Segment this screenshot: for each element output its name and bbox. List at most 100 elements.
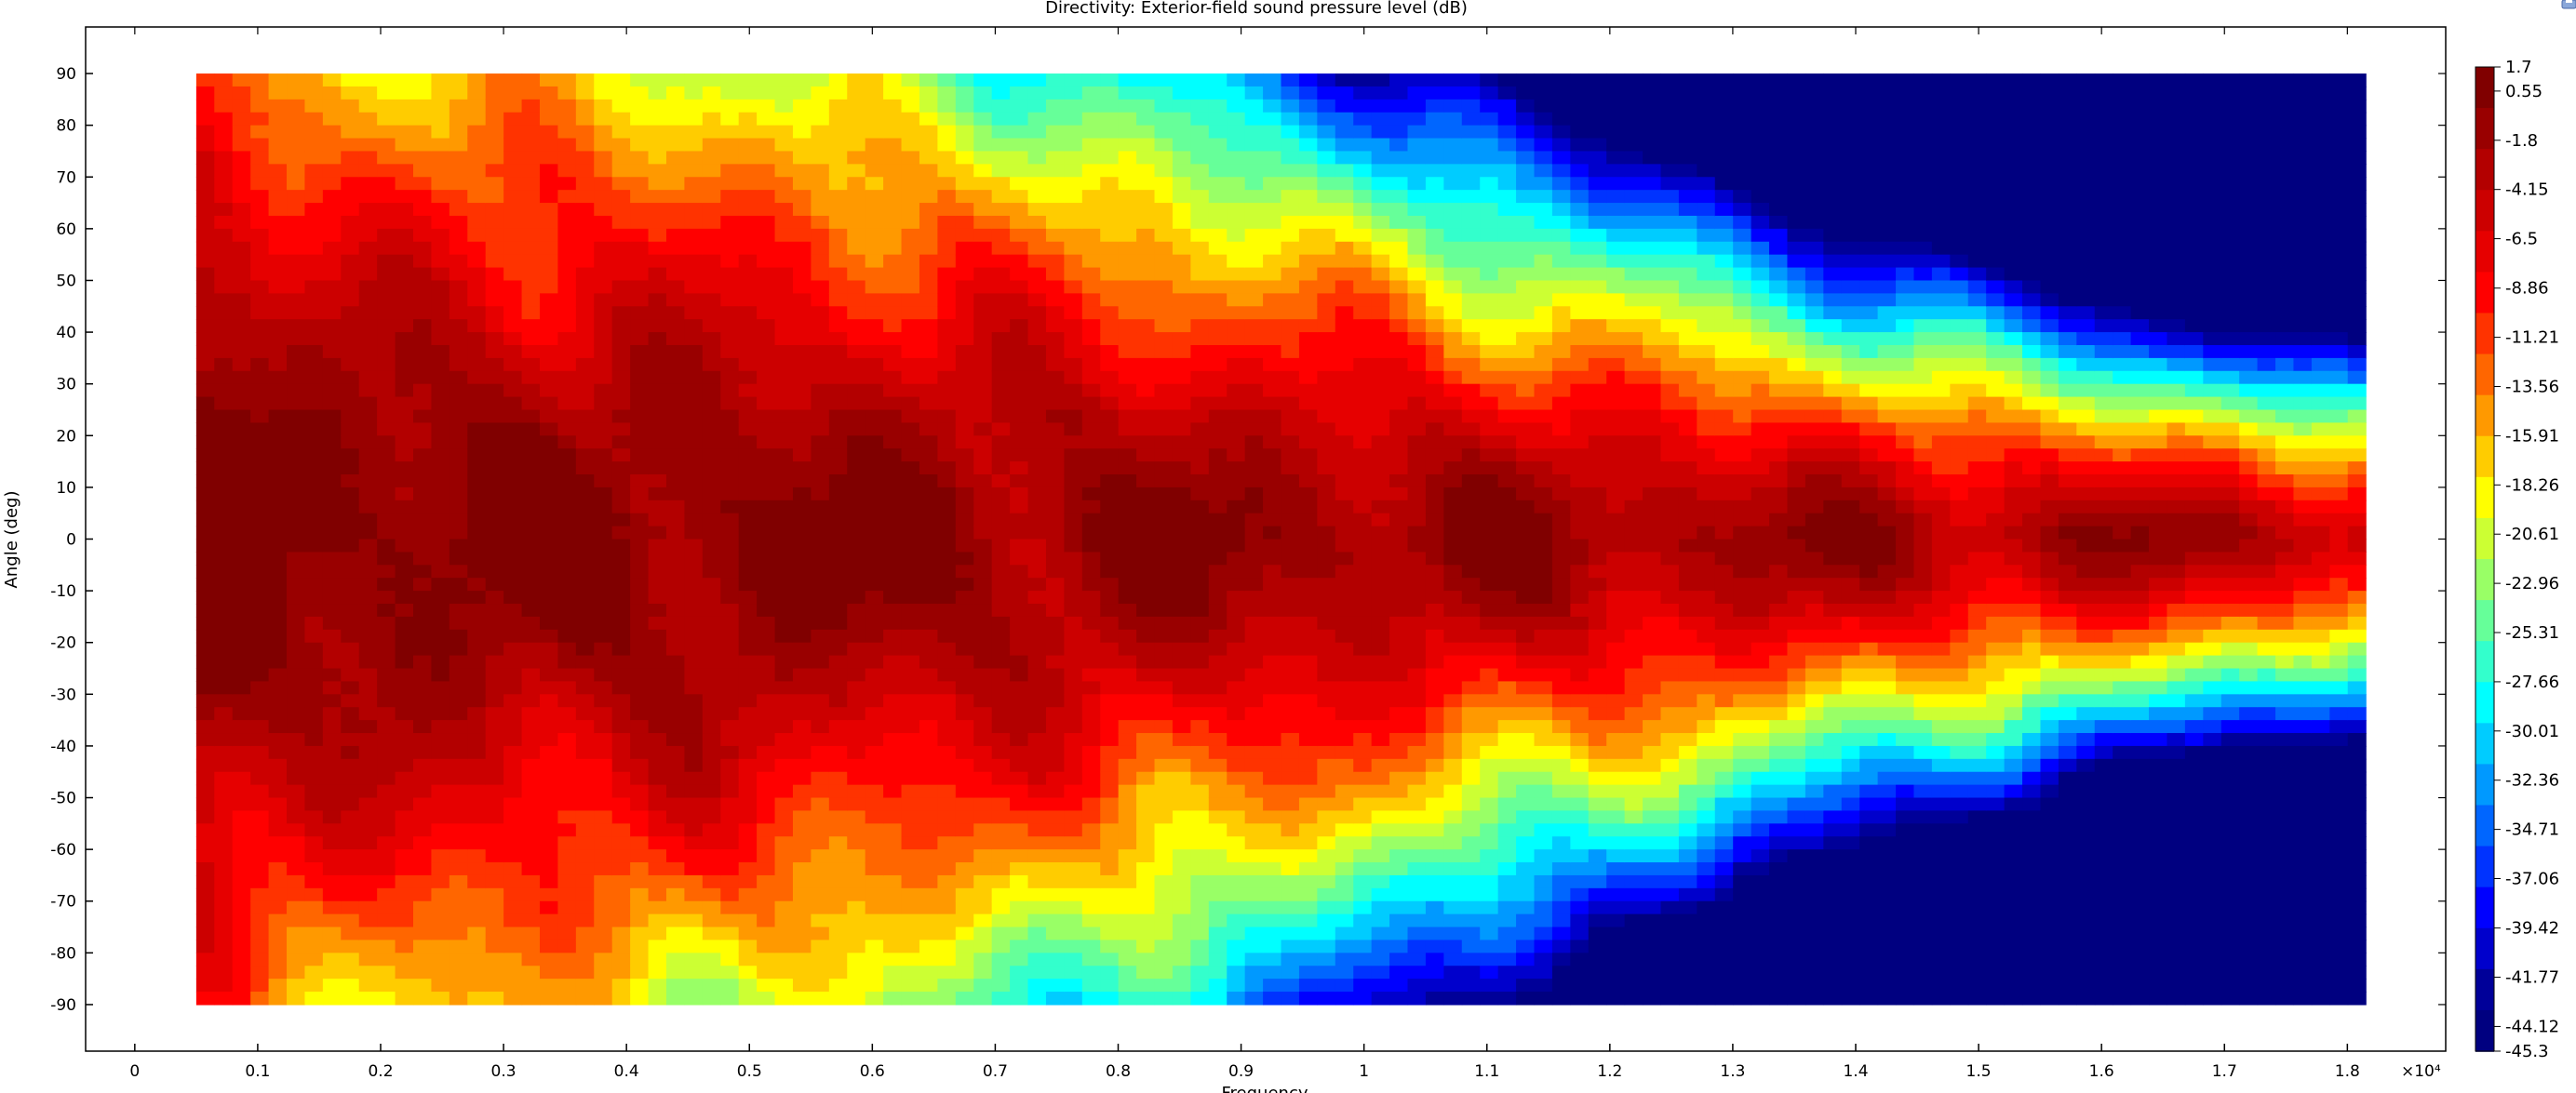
heatmap-cell: [195, 151, 215, 165]
heatmap-cell: [1298, 745, 1318, 760]
heatmap-cell: [395, 604, 414, 618]
heatmap-cell: [1118, 849, 1137, 863]
heatmap-cell: [1136, 784, 1156, 799]
heatmap-cell: [358, 758, 378, 773]
heatmap-cell: [1389, 604, 1409, 618]
heatmap-cell: [955, 86, 974, 100]
heatmap-cell: [341, 306, 360, 320]
heatmap-cell: [322, 758, 342, 773]
heatmap-cell: [539, 370, 559, 385]
heatmap-cell: [250, 707, 270, 721]
heatmap-cell: [485, 254, 504, 269]
heatmap-cell: [449, 215, 468, 230]
heatmap-cell: [1100, 616, 1120, 631]
heatmap-cell: [1208, 293, 1228, 307]
heatmap-cell: [738, 138, 758, 153]
heatmap-cell: [195, 552, 215, 566]
heatmap-cell: [738, 552, 758, 566]
heatmap-cell: [287, 513, 306, 527]
heatmap-cell: [287, 604, 306, 618]
heatmap-cell: [1281, 681, 1300, 695]
heatmap-cell: [774, 422, 794, 436]
heatmap-cell: [973, 254, 993, 269]
heatmap-cell: [1425, 539, 1444, 553]
heatmap-cell: [1244, 707, 1264, 721]
heatmap-cell: [1081, 539, 1101, 553]
heatmap-cell: [594, 448, 613, 462]
heatmap-cell: [1081, 655, 1101, 670]
heatmap-cell: [341, 461, 360, 475]
heatmap-cell: [1010, 73, 1029, 87]
heatmap-cell: [937, 913, 957, 928]
heatmap-cell: [1100, 797, 1120, 812]
heatmap-cell: [358, 578, 378, 592]
heatmap-cell: [485, 797, 504, 812]
heatmap-cell: [1045, 112, 1065, 127]
heatmap-cell: [287, 461, 306, 475]
heatmap-cell: [811, 629, 830, 644]
heatmap-cell: [268, 552, 288, 566]
heatmap-cell: [665, 500, 686, 514]
heatmap-cell: [1425, 992, 1444, 1006]
heatmap-cell: [575, 215, 595, 230]
heatmap-cell: [1244, 874, 1264, 889]
heatmap-cell: [1027, 461, 1047, 475]
heatmap-cell: [883, 215, 903, 230]
heatmap-cell: [1136, 215, 1156, 230]
heatmap-cell: [1425, 306, 1444, 320]
heatmap-cell: [774, 86, 794, 100]
heatmap-cell: [287, 887, 306, 902]
heatmap-cell: [1010, 319, 1029, 333]
heatmap-cell: [865, 810, 884, 824]
heatmap-cell: [919, 810, 938, 824]
heatmap-cell: [575, 733, 595, 747]
heatmap-cell: [449, 823, 468, 837]
heatmap-cell: [847, 112, 866, 127]
heatmap-cell: [539, 979, 559, 993]
heatmap-cell: [1190, 370, 1210, 385]
heatmap-cell: [1244, 784, 1264, 799]
heatmap-cell: [847, 344, 866, 359]
heatmap-cell: [1263, 203, 1282, 217]
heatmap-cell: [449, 435, 468, 449]
heatmap-cell: [1227, 992, 1246, 1006]
heatmap-cell: [720, 306, 740, 320]
heatmap-cell: [1172, 642, 1191, 657]
heatmap-cell: [503, 707, 523, 721]
heatmap-cell: [702, 720, 721, 734]
heatmap-cell: [1353, 215, 1373, 230]
heatmap-cell: [1335, 344, 1354, 359]
heatmap-cell: [1190, 487, 1210, 501]
heatmap-cell: [684, 448, 704, 462]
heatmap-cell: [1335, 500, 1354, 514]
heatmap-cell: [358, 953, 378, 966]
heatmap-cell: [431, 422, 450, 436]
heatmap-cell: [630, 887, 650, 902]
heatmap-cell: [1425, 203, 1444, 217]
heatmap-cell: [702, 655, 721, 670]
heatmap-cell: [1353, 344, 1373, 359]
heatmap-cell: [937, 604, 957, 618]
heatmap-cell: [702, 254, 721, 269]
heatmap-cell: [702, 409, 721, 423]
heatmap-cell: [1027, 849, 1047, 863]
heatmap-cell: [1190, 332, 1210, 346]
heatmap-cell: [232, 112, 251, 127]
heatmap-cell: [304, 112, 324, 127]
heatmap-cell: [919, 280, 938, 294]
heatmap-cell: [648, 862, 667, 876]
heatmap-cell: [557, 435, 577, 449]
heatmap-cell: [214, 370, 234, 385]
heatmap-cell: [232, 940, 251, 953]
heatmap-cell: [955, 306, 974, 320]
heatmap-cell: [1136, 190, 1156, 204]
heatmap-cell: [1425, 668, 1444, 683]
heatmap-cell: [883, 887, 903, 902]
heatmap-cell: [1136, 979, 1156, 993]
heatmap-cell: [287, 810, 306, 824]
heatmap-cell: [449, 164, 468, 178]
heatmap-cell: [665, 874, 686, 889]
heatmap-cell: [792, 513, 812, 527]
heatmap-cell: [665, 642, 686, 657]
heatmap-cell: [1100, 344, 1120, 359]
